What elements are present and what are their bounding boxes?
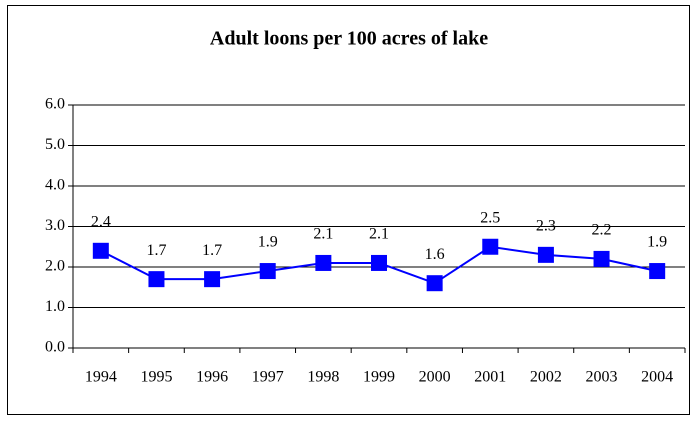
data-label: 2.1 [313, 226, 333, 243]
y-tick-label: 3.0 [45, 217, 65, 234]
data-point [537, 246, 554, 263]
data-point [371, 254, 387, 271]
data-point [315, 254, 332, 271]
x-tick-label: 2001 [474, 369, 506, 386]
data-point [426, 275, 443, 292]
y-tick-label: 2.0 [45, 258, 65, 275]
data-point [92, 242, 109, 259]
x-tick-label: 1998 [307, 369, 339, 386]
x-tick-label: 1997 [252, 369, 284, 386]
data-point [593, 250, 610, 267]
data-label: 1.6 [425, 246, 445, 263]
y-tick-label: 6.0 [45, 96, 65, 113]
x-tick-label: 1994 [85, 369, 117, 386]
data-point [204, 271, 221, 288]
chart-border [7, 5, 690, 415]
data-label: 1.7 [202, 242, 222, 259]
x-tick-label: 2000 [419, 369, 451, 386]
x-tick-label: 1999 [363, 369, 395, 386]
data-label: 1.9 [647, 234, 667, 251]
x-tick-label: 2003 [586, 369, 618, 386]
data-label: 2.3 [536, 218, 556, 235]
y-tick-label: 5.0 [45, 136, 65, 153]
x-tick-label: 1996 [196, 369, 228, 386]
x-tick-label: 2004 [641, 369, 673, 386]
x-tick-label: 2002 [530, 369, 562, 386]
data-label: 1.9 [258, 234, 278, 251]
data-point [148, 271, 165, 288]
data-label: 2.5 [480, 209, 500, 226]
data-label: 2.4 [91, 213, 111, 230]
data-label: 1.7 [146, 242, 166, 259]
data-point [259, 263, 276, 280]
data-point [482, 238, 499, 255]
chart-title: Adult loons per 100 acres of lake [210, 28, 488, 50]
data-point [649, 263, 666, 280]
data-label: 2.2 [592, 222, 612, 239]
y-tick-label: 0.0 [45, 339, 65, 356]
x-tick-label: 1995 [140, 369, 172, 386]
y-tick-label: 4.0 [45, 177, 65, 194]
data-label: 2.1 [369, 226, 389, 243]
y-tick-label: 1.0 [45, 298, 65, 315]
